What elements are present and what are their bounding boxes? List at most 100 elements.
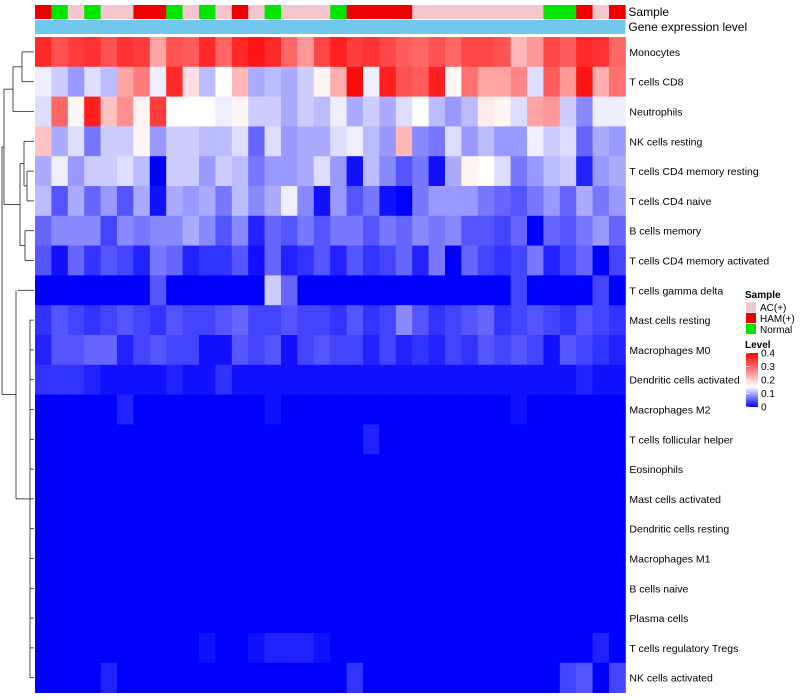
heatmap-cell <box>543 275 561 306</box>
heatmap-cell <box>527 454 544 485</box>
heatmap-cell <box>494 603 511 634</box>
heatmap-cell <box>494 215 511 246</box>
heatmap-cell <box>395 662 413 693</box>
heatmap-cell <box>149 633 167 664</box>
heatmap-cell <box>313 662 331 693</box>
sample-cell <box>166 5 183 19</box>
heatmap-cell <box>281 37 298 68</box>
heatmap-cell <box>35 454 52 485</box>
heatmap-cell <box>510 335 528 366</box>
heatmap-cell <box>231 394 249 425</box>
heatmap-cell <box>166 662 183 693</box>
heatmap-cell <box>592 364 610 395</box>
heatmap-cell <box>313 305 331 336</box>
sample-cell <box>248 5 265 19</box>
heatmap-cell <box>117 186 134 217</box>
heatmap-cell <box>592 66 610 97</box>
heatmap-cell <box>559 215 577 246</box>
heatmap-cell <box>84 484 101 515</box>
heatmap-cell <box>215 126 233 157</box>
row-label: T cells follicular helper <box>629 434 733 446</box>
heatmap-cell <box>215 603 233 634</box>
heatmap-cell <box>559 394 577 425</box>
heatmap-cell <box>395 543 413 574</box>
heatmap-cell <box>100 37 118 68</box>
heatmap-cell <box>67 215 85 246</box>
heatmap-cell <box>67 394 85 425</box>
heatmap-cell <box>461 484 479 515</box>
heatmap-cell <box>35 573 52 604</box>
heatmap-cell <box>149 215 167 246</box>
heatmap-cell <box>248 305 265 336</box>
heatmap-cell <box>330 364 347 395</box>
heatmap-cell <box>133 245 151 276</box>
heatmap-cell <box>330 662 347 693</box>
heatmap-cell <box>461 186 479 217</box>
heatmap-cell <box>527 424 544 455</box>
sample-cell <box>527 5 544 19</box>
heatmap-cell <box>461 156 479 187</box>
heatmap-cell <box>248 275 265 306</box>
heatmap-cell <box>117 245 134 276</box>
heatmap-cell <box>133 454 151 485</box>
heatmap-cell <box>346 275 364 306</box>
heatmap-cell <box>35 96 52 127</box>
heatmap-cell <box>395 484 413 515</box>
heatmap-cell <box>248 186 265 217</box>
heatmap-cell <box>84 633 101 664</box>
heatmap-cell <box>576 454 593 485</box>
heatmap-cell <box>313 484 331 515</box>
heatmap-cell <box>199 603 216 634</box>
heatmap-cell <box>35 543 52 574</box>
heatmap-cell <box>379 543 397 574</box>
sample-cell <box>100 5 118 19</box>
heatmap-cell <box>363 96 380 127</box>
heatmap-cell <box>67 245 85 276</box>
heatmap-cell <box>445 245 462 276</box>
heatmap-cell <box>461 37 479 68</box>
heatmap-cell <box>313 543 331 574</box>
heatmap-cell <box>330 156 347 187</box>
heatmap-cell <box>117 394 134 425</box>
heatmap-cell <box>363 513 380 544</box>
heatmap-cell <box>461 662 479 693</box>
heatmap-cell <box>609 305 626 336</box>
heatmap-cell <box>166 335 183 366</box>
heatmap-cell <box>527 186 544 217</box>
heatmap-cell <box>264 513 282 544</box>
sample-cell <box>559 5 577 19</box>
sample-legend-label: HAM(+) <box>760 314 795 325</box>
heatmap-cell <box>592 305 610 336</box>
heatmap-cell <box>248 424 265 455</box>
heatmap-cell <box>264 186 282 217</box>
heatmap-cell <box>576 275 593 306</box>
heatmap-cell <box>395 215 413 246</box>
heatmap-cell <box>543 543 561 574</box>
heatmap-cell <box>182 662 200 693</box>
heatmap-cell <box>182 394 200 425</box>
heatmap-cell <box>576 126 593 157</box>
heatmap-cell <box>428 513 446 544</box>
heatmap-cell <box>297 96 315 127</box>
heatmap-cell <box>100 424 118 455</box>
heatmap-cell <box>117 37 134 68</box>
heatmap-cell <box>133 156 151 187</box>
heatmap-cell <box>313 96 331 127</box>
heatmap-cell <box>199 424 216 455</box>
sample-cell <box>543 5 561 19</box>
heatmap-cell <box>592 424 610 455</box>
row-label: B cells memory <box>629 226 702 238</box>
heatmap-cell <box>461 126 479 157</box>
heatmap-cell <box>494 424 511 455</box>
heatmap-cell <box>35 603 52 634</box>
heatmap-cell <box>543 662 561 693</box>
heatmap-cell <box>297 603 315 634</box>
heatmap-cell <box>412 215 429 246</box>
heatmap-cell <box>445 424 462 455</box>
sample-cell <box>363 5 380 19</box>
heatmap-cell <box>35 484 52 515</box>
heatmap-cell <box>609 335 626 366</box>
heatmap-cell <box>559 573 577 604</box>
row-label: T cells CD4 naive <box>629 196 711 208</box>
heatmap-cell <box>379 633 397 664</box>
